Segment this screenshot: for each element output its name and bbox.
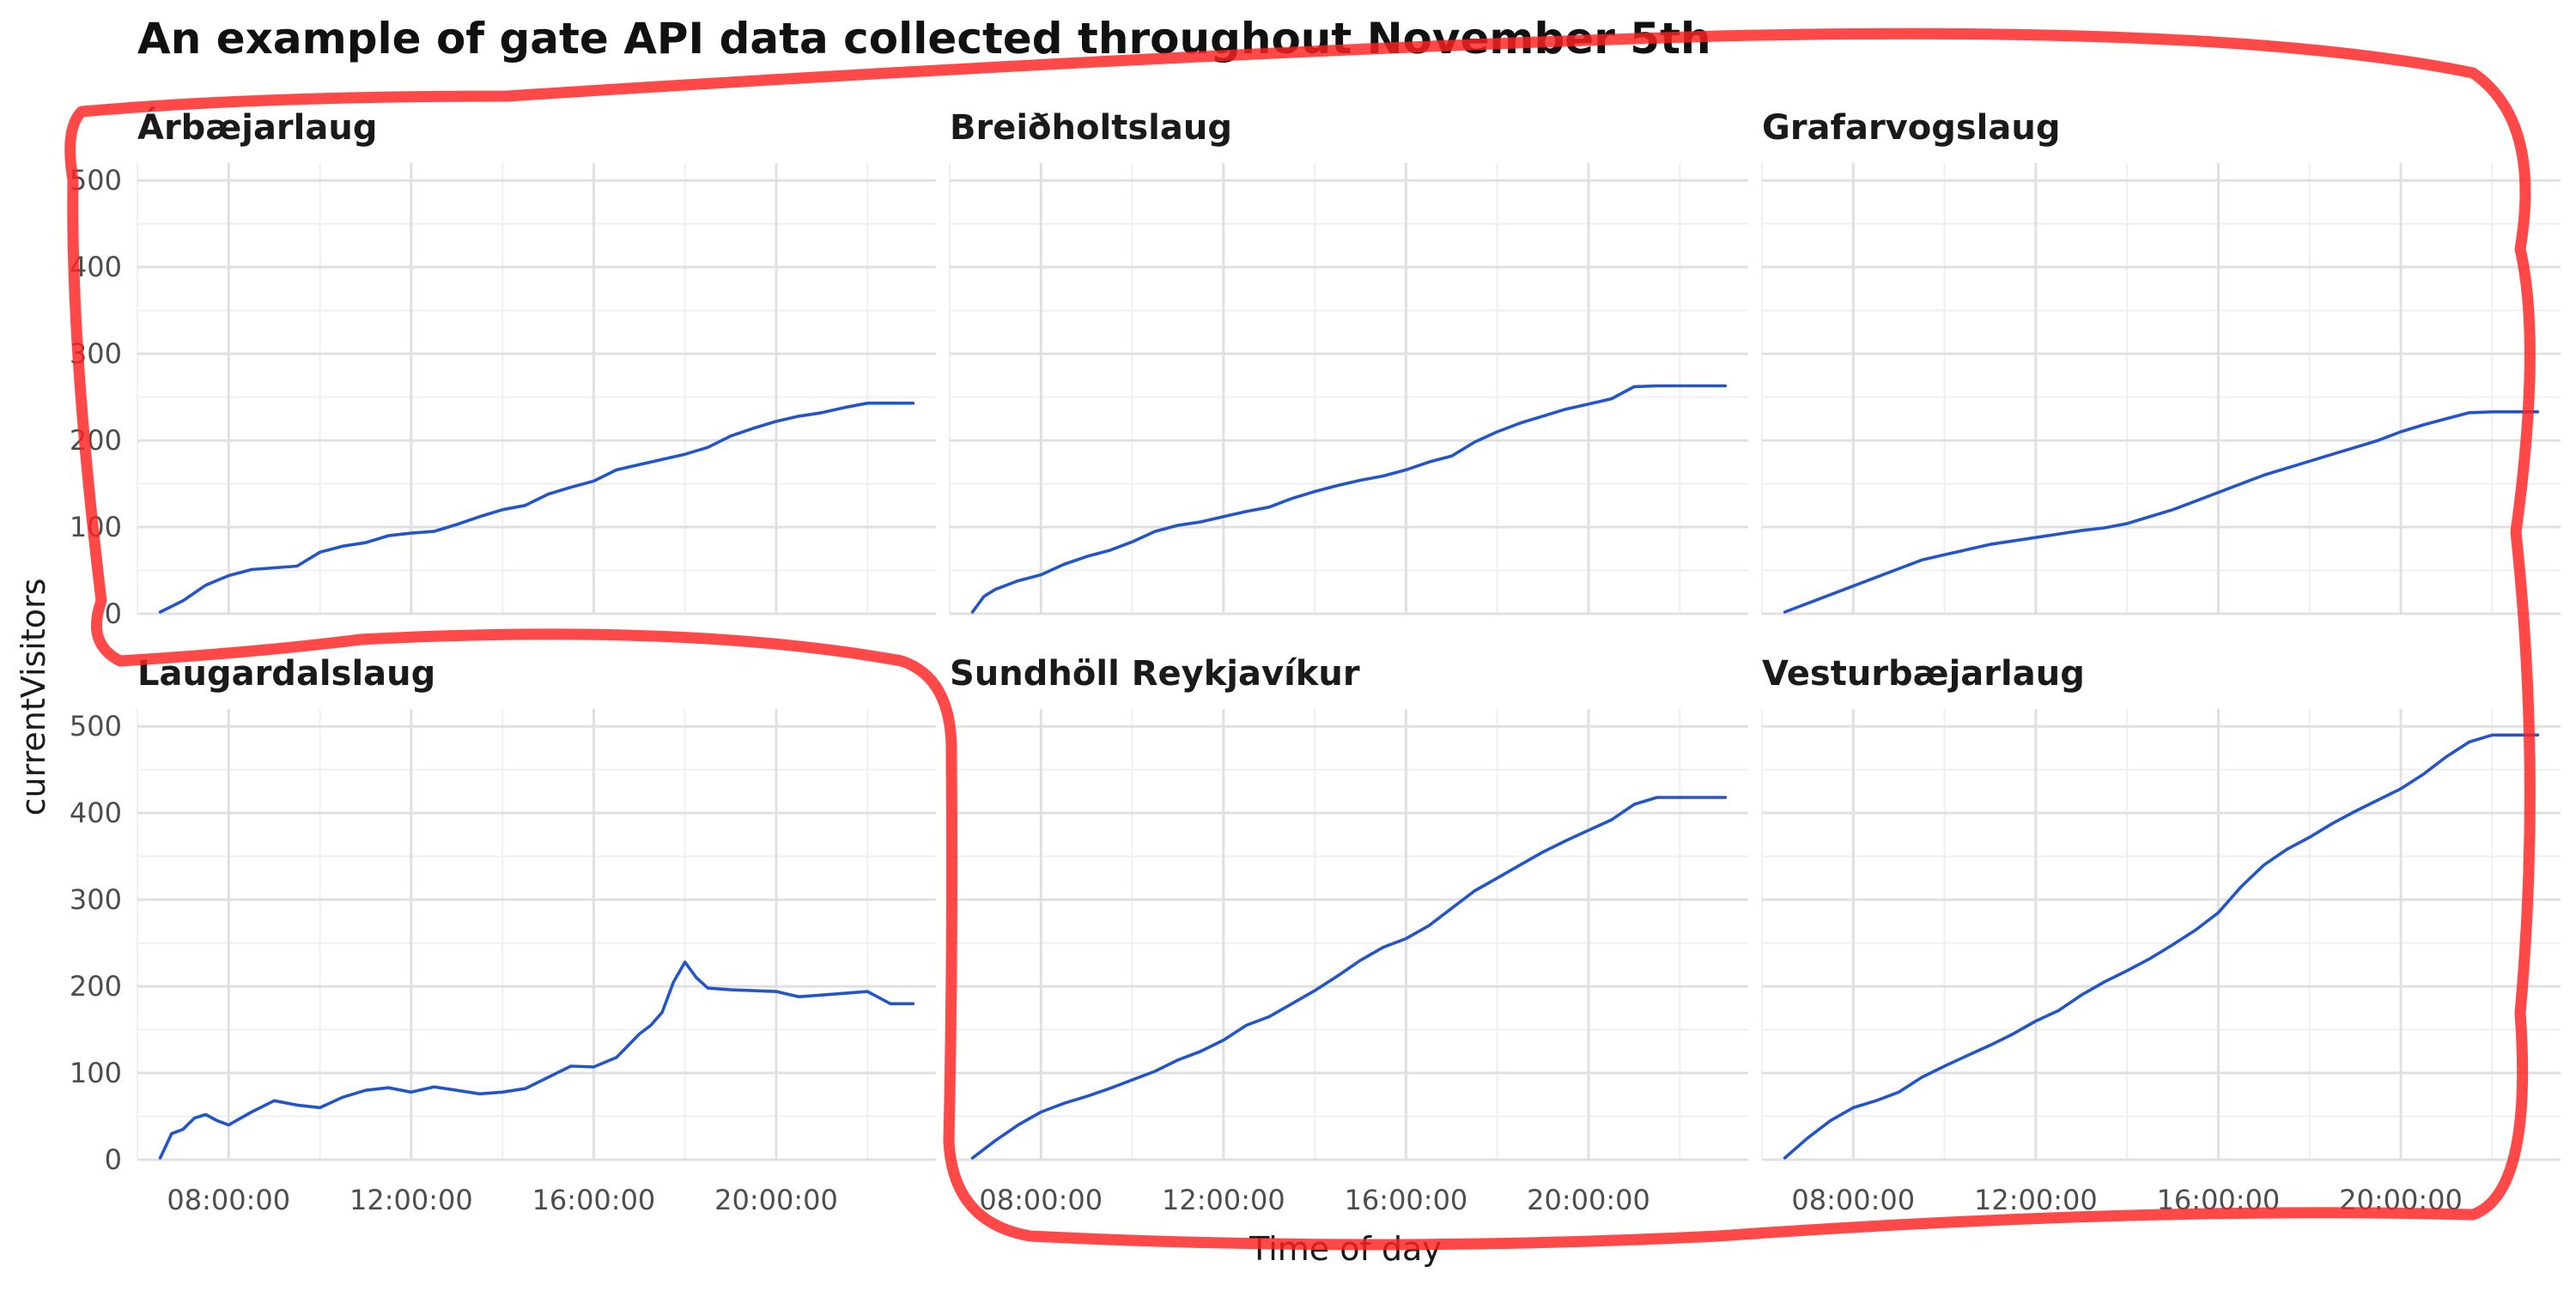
chart-title: An example of gate API data collected th… (137, 14, 1711, 64)
facet-title: Grafarvogslaug (1762, 108, 2060, 148)
y-axis-title: currentVisitors (15, 579, 52, 816)
y-tick-label: 0 (105, 597, 122, 630)
y-tick-label: 200 (70, 970, 122, 1003)
x-tick-label: 16:00:00 (532, 1184, 656, 1216)
series-line (1783, 733, 2540, 1160)
x-tick-label: 16:00:00 (1345, 1184, 1468, 1216)
x-tick-label: 12:00:00 (1162, 1184, 1285, 1216)
x-tick-label: 08:00:00 (979, 1184, 1103, 1216)
x-tick-label: 08:00:00 (167, 1184, 290, 1216)
series-line (970, 384, 1728, 614)
facet-title: Sundhöll Reykjavíkur (950, 654, 1360, 694)
y-tick-label: 0 (105, 1143, 122, 1176)
x-tick-label: 12:00:00 (1974, 1184, 2098, 1216)
facet-title: Árbæjarlaug (137, 106, 377, 148)
y-tick-label: 100 (70, 1057, 122, 1089)
x-tick-label: 20:00:00 (1527, 1184, 1650, 1216)
facet-panel: Sundhöll Reykjavíkur 08:00:00 12:00:00 16:0… (949, 654, 1748, 1216)
x-tick-label: 20:00:00 (714, 1184, 838, 1216)
facet-panel: Grafarvogslaug (1761, 108, 2561, 615)
facet-title: Breiðholtslaug (950, 108, 1232, 148)
red-highlight-outline (64, 27, 2536, 1251)
series-line (970, 796, 1728, 1160)
facet-panel: Breiðholtslaug (949, 108, 1748, 615)
y-tick-label: 200 (70, 424, 122, 457)
facet-panels: Árbæjarlaug 0 100 200 300 400 500 Breiðholtslau… (70, 106, 2561, 1216)
x-tick-label: 08:00:00 (1791, 1184, 1915, 1216)
series-line (158, 961, 915, 1160)
y-tick-label: 300 (70, 883, 122, 916)
y-tick-label: 500 (70, 710, 122, 742)
facet-title: Vesturbæjarlaug (1762, 654, 2085, 694)
series-line (158, 401, 915, 614)
y-tick-label: 400 (70, 797, 122, 829)
series-line (1783, 409, 2540, 614)
x-tick-label: 12:00:00 (349, 1184, 473, 1216)
